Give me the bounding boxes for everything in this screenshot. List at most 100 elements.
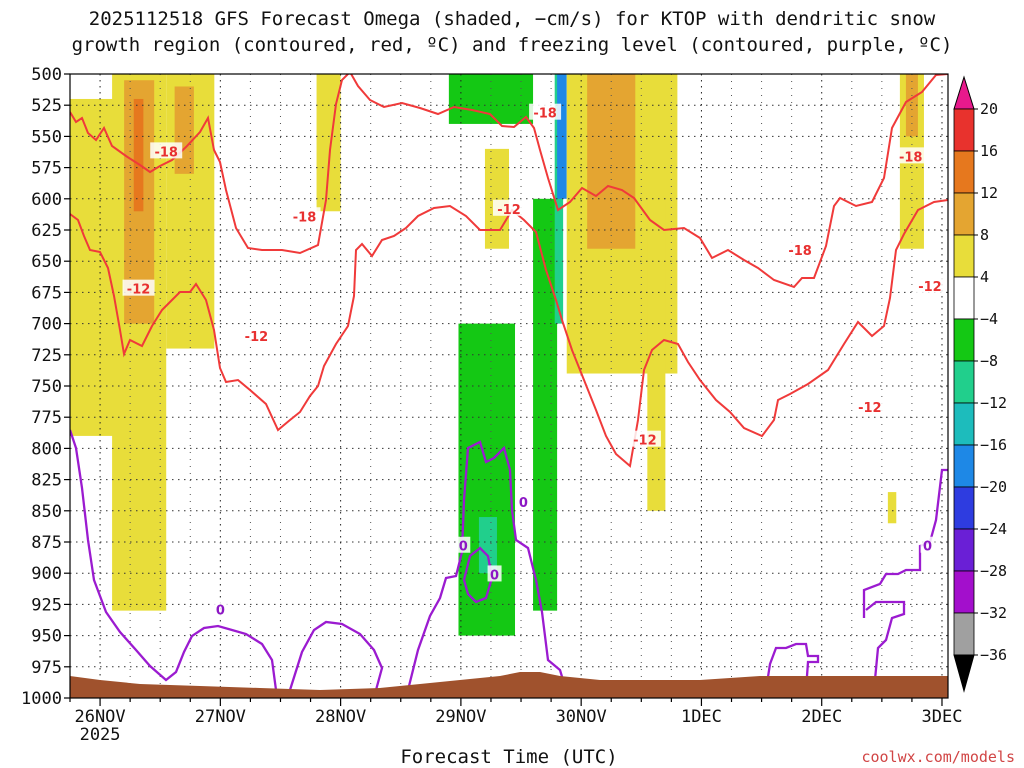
x-tick-label-30NOV: 30NOV bbox=[556, 707, 607, 727]
y-tick-label-975: 975 bbox=[31, 658, 62, 678]
contour-label-minus12-0: -12 bbox=[127, 283, 151, 298]
contour-zero-line-central bbox=[288, 620, 384, 691]
omega-cell-10 bbox=[478, 517, 497, 574]
colorbar-bin-8 bbox=[953, 444, 975, 488]
omega-cell-5 bbox=[174, 86, 194, 174]
contour-label-minus12-3: -12 bbox=[633, 434, 657, 449]
colorbar-label-2: 12 bbox=[980, 184, 998, 202]
title-line-2: growth region (contoured, red, ºC) and f… bbox=[72, 34, 953, 56]
title-line-1: 2025112518 GFS Forecast Omega (shaded, −… bbox=[89, 8, 936, 30]
omega-cell-6 bbox=[316, 74, 341, 212]
colorbar-bin-9 bbox=[953, 486, 975, 530]
x-tick-label-28NOV: 28NOV bbox=[315, 707, 366, 727]
contour-label-minus12-1: -12 bbox=[245, 330, 269, 345]
x-tick-sublabel-year: 2025 bbox=[80, 725, 121, 745]
colorbar-label-3: 8 bbox=[980, 226, 989, 244]
colorbar-bin-3 bbox=[953, 234, 975, 278]
y-tick-label-625: 625 bbox=[31, 221, 62, 241]
omega-cell-18 bbox=[905, 74, 918, 137]
contour-label-minus18-1: -18 bbox=[293, 210, 317, 225]
contour-label-minus12-2: -12 bbox=[497, 203, 521, 218]
contour-zero-line-west bbox=[70, 429, 278, 691]
contour-label-bg bbox=[529, 103, 562, 120]
colorbar-bin-2 bbox=[953, 192, 975, 236]
colorbar-bin-5 bbox=[953, 318, 975, 362]
y-tick-label-600: 600 bbox=[31, 190, 62, 210]
contour-labels: -18 -18 -18 -18 -18 -12 -12 -12 -12 -12 -12 0 0 0 0 0 bbox=[122, 103, 946, 618]
colorbar-label-11: −28 bbox=[980, 562, 1007, 580]
y-tick-label-775: 775 bbox=[31, 408, 62, 428]
contour-label-bg bbox=[920, 536, 935, 553]
contour-label-minus12-5: -12 bbox=[918, 280, 942, 295]
contour-label-bg bbox=[240, 327, 273, 344]
omega-cell-15 bbox=[587, 74, 636, 249]
contour-label-minus18-3: -18 bbox=[788, 244, 812, 259]
y-tick-label-825: 825 bbox=[31, 471, 62, 491]
contour-label-bg bbox=[150, 142, 183, 159]
colorbar-label-7: −12 bbox=[980, 394, 1007, 412]
y-tick-label-750: 750 bbox=[31, 377, 62, 397]
x-tick-label-27NOV: 27NOV bbox=[195, 707, 246, 727]
y-tick-label-725: 725 bbox=[31, 346, 62, 366]
omega-cell-19 bbox=[887, 492, 897, 524]
colorbar-label-8: −16 bbox=[980, 436, 1007, 454]
contour-label-0-2: 0 bbox=[490, 568, 499, 583]
x-tick-label-2DEC: 2DEC bbox=[801, 707, 842, 727]
contour-label-minus18-0: -18 bbox=[154, 145, 178, 160]
contour-label-minus12-4: -12 bbox=[858, 401, 882, 416]
y-tick-label-950: 950 bbox=[31, 627, 62, 647]
contour-label-bg bbox=[122, 279, 155, 296]
y-tick-label-525: 525 bbox=[31, 96, 62, 116]
colorbar: 20 16 12 8 4 −4 −8 −12 −16 −20 −24 −28 −32 −36 bbox=[953, 75, 1007, 693]
contour-label-bg bbox=[456, 536, 471, 553]
colorbar-bin-0 bbox=[953, 108, 975, 152]
colorbar-bin-4 bbox=[953, 276, 975, 320]
colorbar-label-9: −20 bbox=[980, 478, 1007, 496]
contour-label-bg bbox=[516, 493, 531, 510]
y-tick-label-675: 675 bbox=[31, 283, 62, 303]
colorbar-label-10: −24 bbox=[980, 520, 1007, 538]
y-tick-label-875: 875 bbox=[31, 533, 62, 553]
colorbar-bin-7 bbox=[953, 402, 975, 446]
contour-label-bg bbox=[487, 565, 502, 582]
y-tick-label-900: 900 bbox=[31, 564, 62, 584]
colorbar-label-13: −36 bbox=[980, 646, 1007, 664]
colorbar-label-5: −4 bbox=[980, 310, 998, 328]
contour-zero-line-event bbox=[406, 440, 568, 691]
contour-label-minus18-2: -18 bbox=[533, 107, 557, 122]
colorbar-label-12: −32 bbox=[980, 604, 1007, 622]
contour-label-bg bbox=[894, 147, 927, 164]
contour-zero-line-east bbox=[764, 468, 948, 691]
y-axis: 500 525 550 575 600 625 650 675 700 725 750 775 800 8… bbox=[21, 65, 70, 709]
contour-label-0-1: 0 bbox=[459, 540, 468, 555]
colorbar-label-4: 4 bbox=[980, 268, 989, 286]
gridlines bbox=[70, 74, 948, 698]
y-tick-label-925: 925 bbox=[31, 595, 62, 615]
x-tick-label-1DEC: 1DEC bbox=[681, 707, 722, 727]
colorbar-label-6: −8 bbox=[980, 352, 998, 370]
y-tick-label-1000: 1000 bbox=[21, 689, 62, 709]
y-tick-label-800: 800 bbox=[31, 439, 62, 459]
colorbar-bin-12 bbox=[953, 612, 975, 656]
contour-label-bg bbox=[784, 240, 817, 257]
contour-label-bg bbox=[213, 600, 228, 617]
contour-minus12-line bbox=[70, 199, 948, 468]
contour-label-bg bbox=[853, 398, 886, 415]
plot-area: -18 -18 -18 -18 -18 -12 -12 -12 -12 -12 -12 0 0 0 0 0 bbox=[70, 74, 948, 698]
contour-minus18-line bbox=[70, 74, 948, 289]
y-tick-label-550: 550 bbox=[31, 127, 62, 147]
omega-cell-3 bbox=[133, 98, 144, 212]
contour-label-bg bbox=[913, 277, 946, 294]
contour-label-0-4: 0 bbox=[923, 540, 932, 555]
x-axis-title: Forecast Time (UTC) bbox=[400, 746, 617, 768]
colorbar-top-triangle bbox=[953, 75, 975, 110]
colorbar-bottom-triangle bbox=[953, 654, 975, 693]
y-tick-label-650: 650 bbox=[31, 252, 62, 272]
contour-label-bg bbox=[628, 430, 661, 447]
colorbar-bin-11 bbox=[953, 570, 975, 614]
contour-label-0-3: 0 bbox=[519, 496, 528, 511]
x-tick-label-29NOV: 29NOV bbox=[435, 707, 486, 727]
omega-cell-11 bbox=[533, 198, 558, 611]
